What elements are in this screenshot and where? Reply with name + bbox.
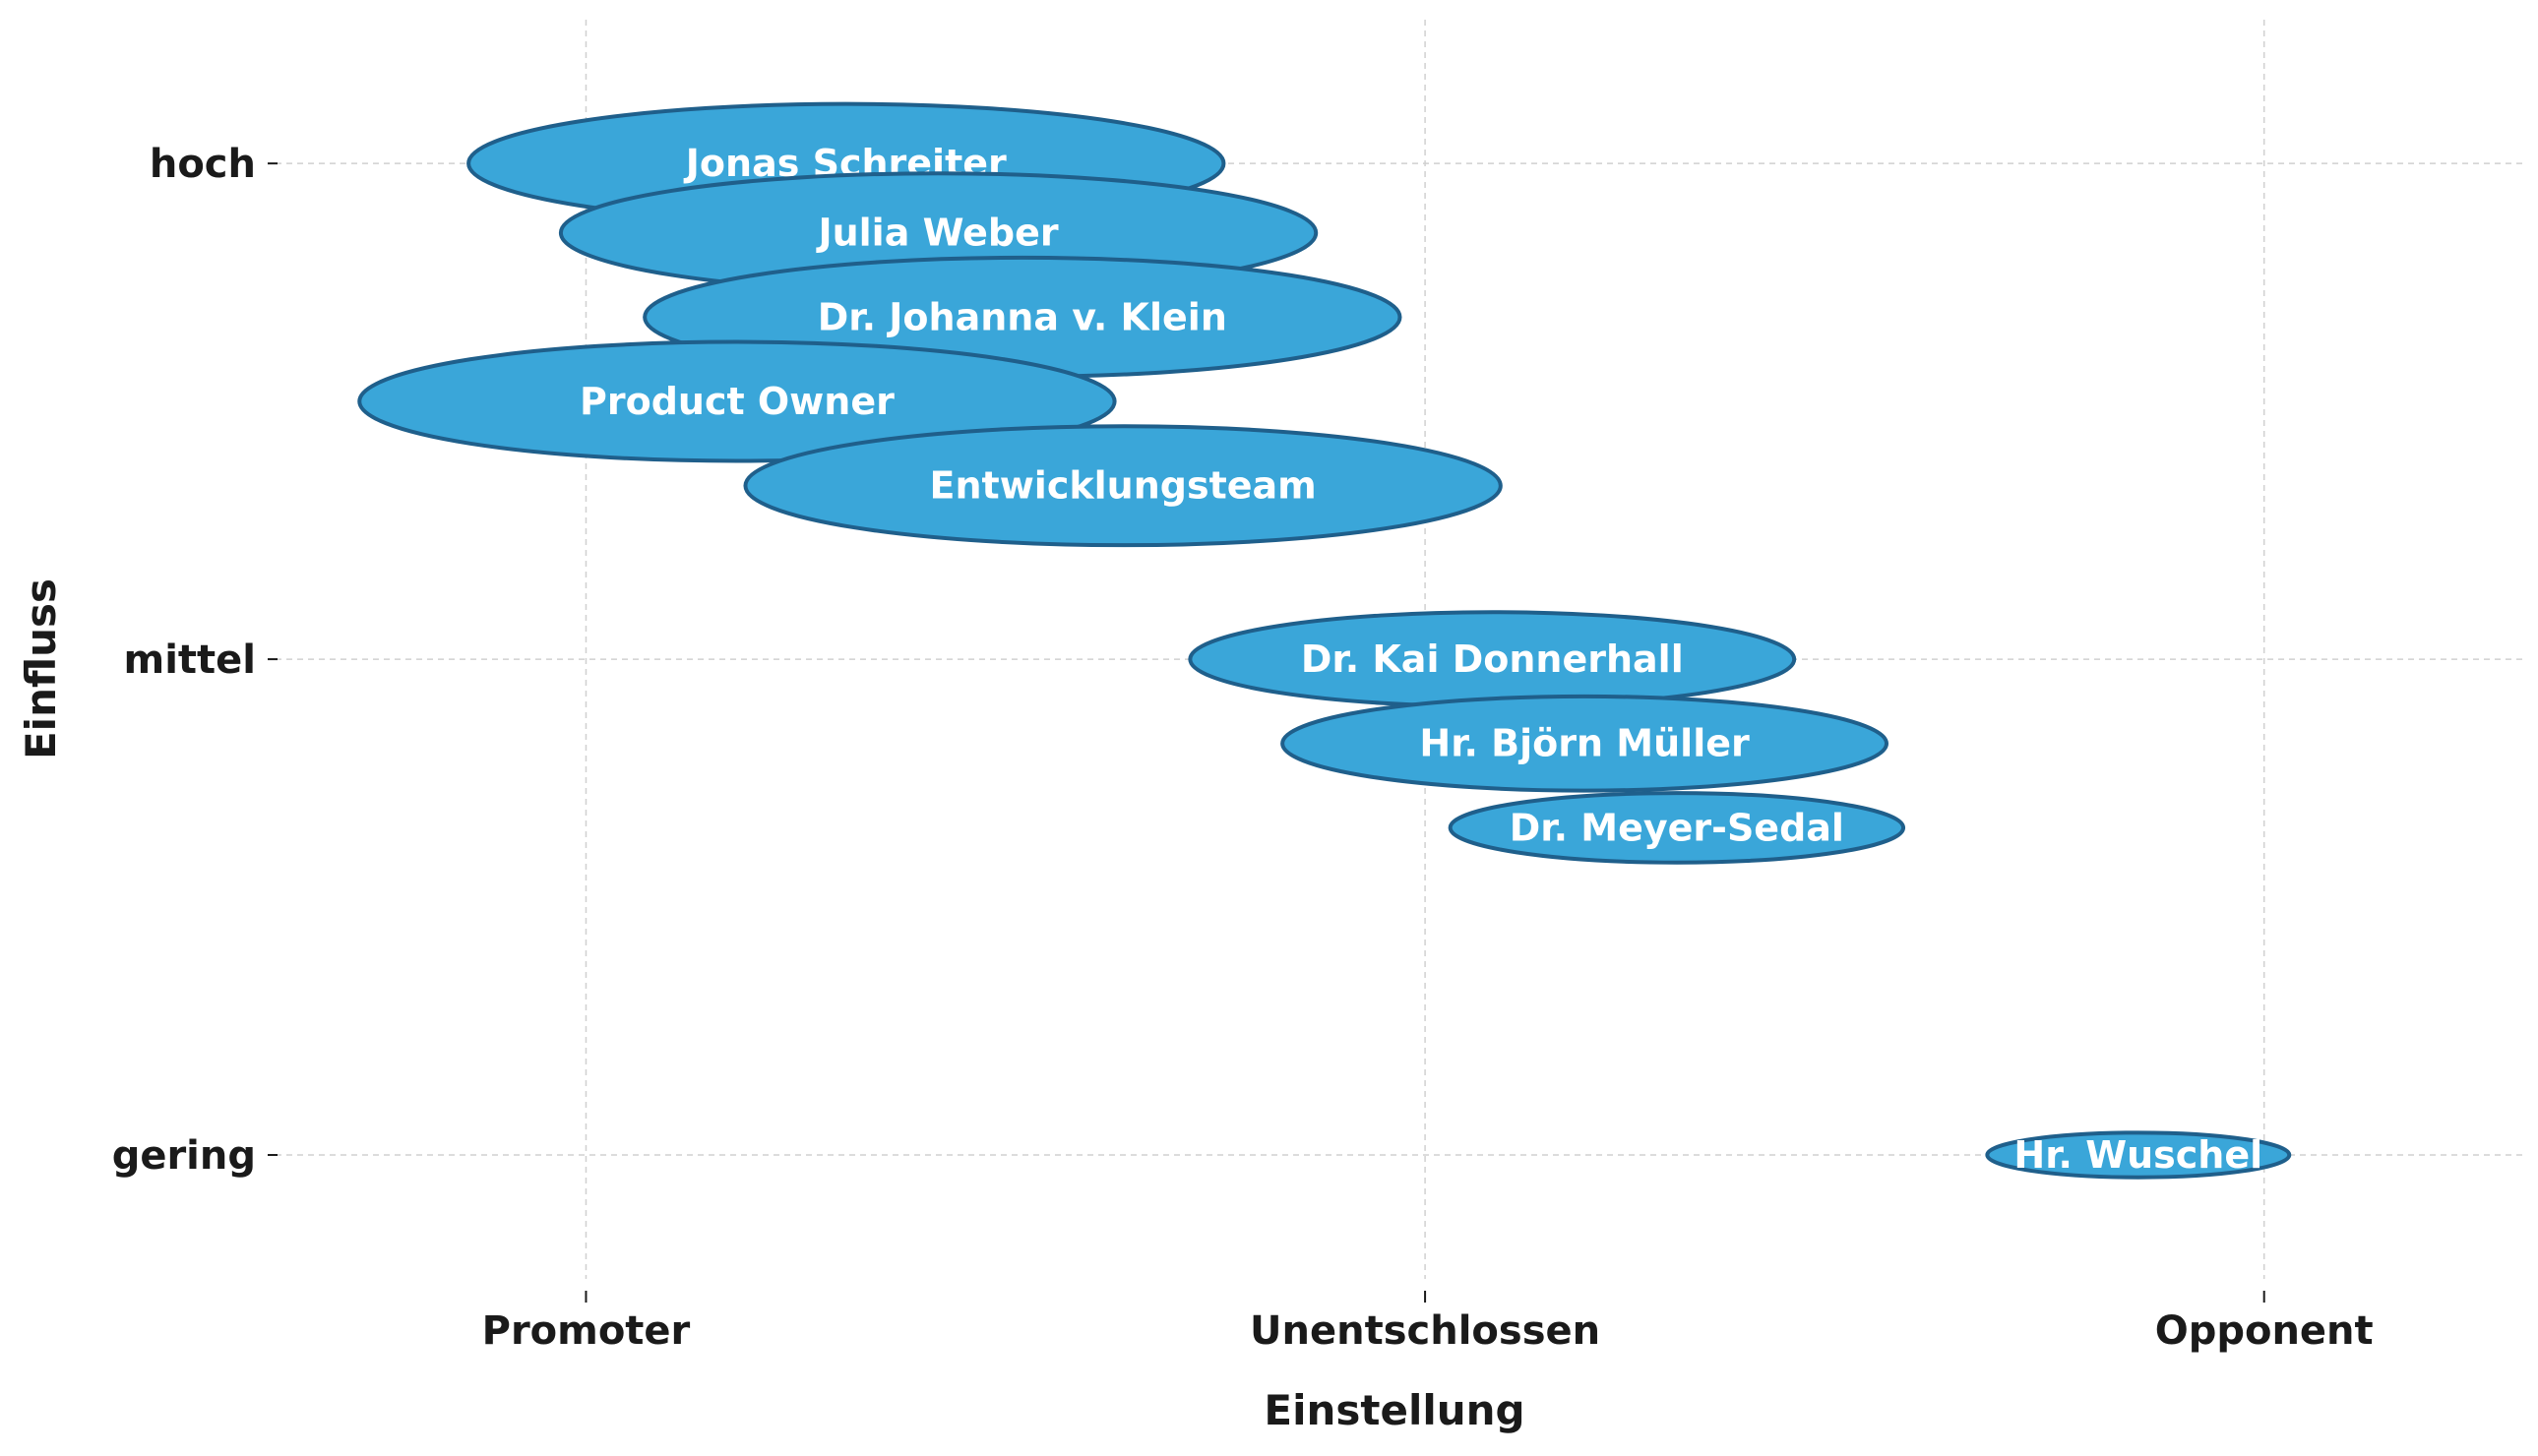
stakeholder-bubble: Entwicklungsteam xyxy=(743,424,1503,548)
y-tick-label: hoch xyxy=(150,142,256,187)
y-tick-label: gering xyxy=(112,1133,256,1179)
bubble-label: Dr. Meyer-Sedal xyxy=(1510,806,1844,849)
bubble-ellipse xyxy=(1280,694,1889,793)
bubble-label: Julia Weber xyxy=(815,212,1058,255)
stakeholder-bubble: Dr. Kai Donnerhall xyxy=(1188,610,1797,708)
bubble-label: Dr. Kai Donnerhall xyxy=(1301,637,1684,681)
stakeholder-bubble: Product Owner xyxy=(357,339,1117,463)
y-tick-label: mittel xyxy=(124,637,256,683)
bubble-label: Hr. Wuschel xyxy=(2013,1133,2262,1177)
x-axis-label: Einstellung xyxy=(1264,1386,1524,1434)
stakeholder-bubble: Dr. Meyer-Sedal xyxy=(1448,791,1906,865)
bubble-label: Product Owner xyxy=(580,380,895,423)
bubble-label: Entwicklungsteam xyxy=(930,464,1317,508)
bubble-label: Dr. Johanna v. Klein xyxy=(818,295,1227,338)
bubble-ellipse xyxy=(743,424,1503,548)
tick-layer: Promoter Unentschlossen Opponent gering mitt… xyxy=(112,142,2374,1354)
bubble-ellipse xyxy=(1448,791,1906,865)
bubble-ellipse xyxy=(357,339,1117,463)
stakeholder-bubble: Hr. Björn Müller xyxy=(1280,694,1889,793)
x-tick-label: Promoter xyxy=(482,1308,691,1354)
x-tick-label: Unentschlossen xyxy=(1250,1308,1600,1354)
stakeholder-bubble: Hr. Wuschel xyxy=(1985,1130,2292,1180)
bubble-label: Hr. Björn Müller xyxy=(1419,722,1750,765)
bubble-ellipse xyxy=(1985,1130,2292,1180)
y-axis-label: Einfluss xyxy=(17,578,65,759)
x-tick-label: Opponent xyxy=(2155,1308,2374,1354)
